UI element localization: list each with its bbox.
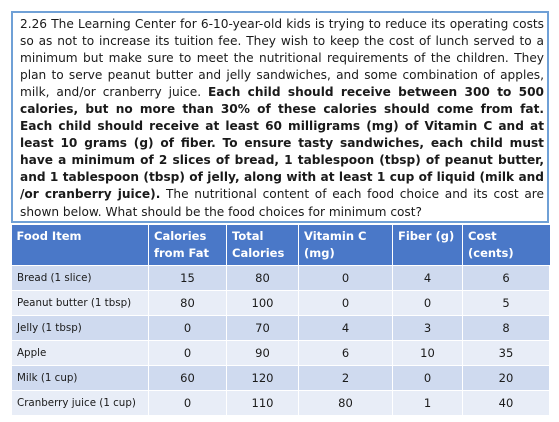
calories-from-fat-cell: 15	[148, 265, 227, 291]
table-row: Apple 0 90 6 10 35	[11, 340, 550, 366]
table-row: Peanut butter (1 tbsp) 80 100 0 0 5	[11, 290, 550, 316]
total-calories-cell: 110	[226, 390, 299, 416]
header-vitamin-c: Vitamin C (mg)	[298, 225, 393, 266]
cost-cell: 20	[462, 365, 550, 391]
fiber-cell: 0	[392, 290, 463, 316]
calories-from-fat-cell: 0	[148, 315, 227, 341]
table-row: Bread (1 slice) 15 80 0 4 6	[11, 265, 550, 291]
food-name-cell: Peanut butter (1 tbsp)	[11, 290, 149, 316]
cost-cell: 35	[462, 340, 550, 366]
fiber-cell: 1	[392, 390, 463, 416]
vitamin-c-cell: 80	[298, 390, 393, 416]
problem-statement-box: 2.26 The Learning Center for 6-10-year-o…	[11, 11, 549, 223]
vitamin-c-cell: 0	[298, 265, 393, 291]
vitamin-c-cell: 0	[298, 290, 393, 316]
fiber-cell: 10	[392, 340, 463, 366]
problem-question-text: The nutritional content of each food cho…	[20, 187, 544, 219]
header-cost: Cost (cents)	[462, 225, 550, 266]
table-row: Milk (1 cup) 60 120 2 0 20	[11, 365, 550, 391]
food-name-cell: Apple	[11, 340, 149, 366]
total-calories-cell: 120	[226, 365, 299, 391]
cost-cell: 40	[462, 390, 550, 416]
calories-from-fat-cell: 80	[148, 290, 227, 316]
food-name-cell: Cranberry juice (1 cup)	[11, 390, 149, 416]
cost-cell: 6	[462, 265, 550, 291]
vitamin-c-cell: 4	[298, 315, 393, 341]
problem-intro-text: 2.26 The Learning Center for 6-10-year-o…	[20, 17, 544, 100]
fiber-cell: 3	[392, 315, 463, 341]
total-calories-cell: 80	[226, 265, 299, 291]
cost-cell: 5	[462, 290, 550, 316]
table-row: Jelly (1 tbsp) 0 70 4 3 8	[11, 315, 550, 341]
calories-from-fat-cell: 0	[148, 390, 227, 416]
nutrition-table: Food Item Calories from Fat Total Calori…	[11, 225, 550, 416]
food-name-cell: Jelly (1 tbsp)	[11, 315, 149, 341]
header-fiber: Fiber (g)	[392, 225, 463, 266]
problem-requirements-text: Each child should receive between 300 to…	[20, 85, 544, 202]
calories-from-fat-cell: 60	[148, 365, 227, 391]
header-total-calories: Total Calories	[226, 225, 299, 266]
fiber-cell: 4	[392, 265, 463, 291]
table-row: Cranberry juice (1 cup) 0 110 80 1 40	[11, 390, 550, 416]
total-calories-cell: 90	[226, 340, 299, 366]
total-calories-cell: 100	[226, 290, 299, 316]
food-name-cell: Bread (1 slice)	[11, 265, 149, 291]
total-calories-cell: 70	[226, 315, 299, 341]
header-food-item: Food Item	[11, 225, 149, 266]
problem-statement: 2.26 The Learning Center for 6-10-year-o…	[20, 16, 544, 221]
table-header-row: Food Item Calories from Fat Total Calori…	[11, 225, 550, 266]
food-name-cell: Milk (1 cup)	[11, 365, 149, 391]
vitamin-c-cell: 6	[298, 340, 393, 366]
fiber-cell: 0	[392, 365, 463, 391]
calories-from-fat-cell: 0	[148, 340, 227, 366]
header-calories-from-fat: Calories from Fat	[148, 225, 227, 266]
cost-cell: 8	[462, 315, 550, 341]
vitamin-c-cell: 2	[298, 365, 393, 391]
